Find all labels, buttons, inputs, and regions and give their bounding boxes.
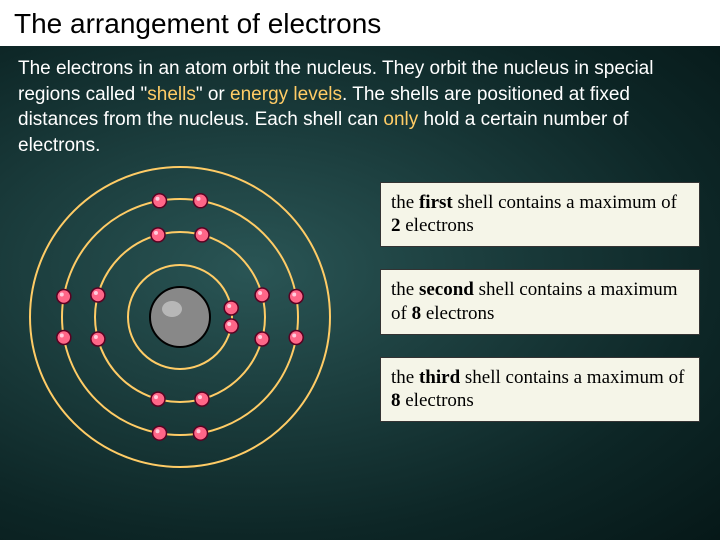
electron-highlight: [154, 230, 158, 234]
electron-highlight: [292, 333, 296, 337]
electron: [195, 227, 209, 241]
lower-region: the first shell contains a maximum of 2 …: [0, 167, 720, 477]
box-number: 2: [391, 215, 405, 236]
electron-highlight: [154, 395, 158, 399]
electron-highlight: [227, 304, 231, 308]
body-mid1: " or: [196, 84, 230, 105]
box-post: shell contains a maximum of: [460, 367, 684, 388]
box-post: shell contains a maximum of: [453, 192, 677, 213]
electron: [151, 392, 165, 406]
electron: [57, 289, 71, 303]
info-box-3: the third shell contains a maximum of 8 …: [380, 357, 700, 423]
box-number: 8: [391, 390, 405, 411]
electron-highlight: [196, 429, 200, 433]
box-tail: electrons: [426, 303, 495, 324]
box-pre: the: [391, 192, 419, 213]
body-text: The electrons in an atom orbit the nucle…: [0, 46, 720, 167]
nucleus: [150, 287, 210, 347]
info-box-2: the second shell contains a maximum of 8…: [380, 269, 700, 335]
box-pre: the: [391, 367, 419, 388]
electron-highlight: [258, 291, 262, 295]
info-box-1: the first shell contains a maximum of 2 …: [380, 182, 700, 248]
electron-highlight: [227, 322, 231, 326]
box-tail: electrons: [405, 215, 474, 236]
box-ordinal: first: [419, 192, 453, 213]
electron-highlight: [156, 429, 160, 433]
page-title: The arrangement of electrons: [14, 8, 706, 40]
atom-diagram: [10, 157, 350, 477]
electron-highlight: [292, 292, 296, 296]
electron: [255, 332, 269, 346]
electron: [289, 289, 303, 303]
electron: [91, 288, 105, 302]
box-number: 8: [412, 303, 426, 324]
electron-highlight: [258, 335, 262, 339]
electron: [193, 426, 207, 440]
electron-highlight: [196, 196, 200, 200]
electron: [255, 288, 269, 302]
info-boxes: the first shell contains a maximum of 2 …: [380, 182, 700, 445]
body-hl1: shells: [147, 84, 196, 105]
electron-highlight: [198, 230, 202, 234]
electron: [224, 301, 238, 315]
electron: [153, 426, 167, 440]
electron-highlight: [156, 196, 160, 200]
electron-highlight: [94, 291, 98, 295]
title-bar: The arrangement of electrons: [0, 0, 720, 46]
electron-highlight: [60, 292, 64, 296]
electron: [193, 193, 207, 207]
electron: [57, 330, 71, 344]
electron: [224, 319, 238, 333]
electron: [195, 392, 209, 406]
box-pre: the: [391, 279, 419, 300]
box-ordinal: second: [419, 279, 474, 300]
body-hl3: only: [383, 109, 418, 130]
nucleus-highlight: [162, 301, 182, 317]
box-ordinal: third: [419, 367, 460, 388]
box-tail: electrons: [405, 390, 474, 411]
electron: [91, 332, 105, 346]
body-hl2: energy levels: [230, 84, 342, 105]
electron: [153, 193, 167, 207]
electron-highlight: [94, 335, 98, 339]
electron-highlight: [198, 395, 202, 399]
electron: [151, 227, 165, 241]
electron-highlight: [60, 333, 64, 337]
electron: [289, 330, 303, 344]
